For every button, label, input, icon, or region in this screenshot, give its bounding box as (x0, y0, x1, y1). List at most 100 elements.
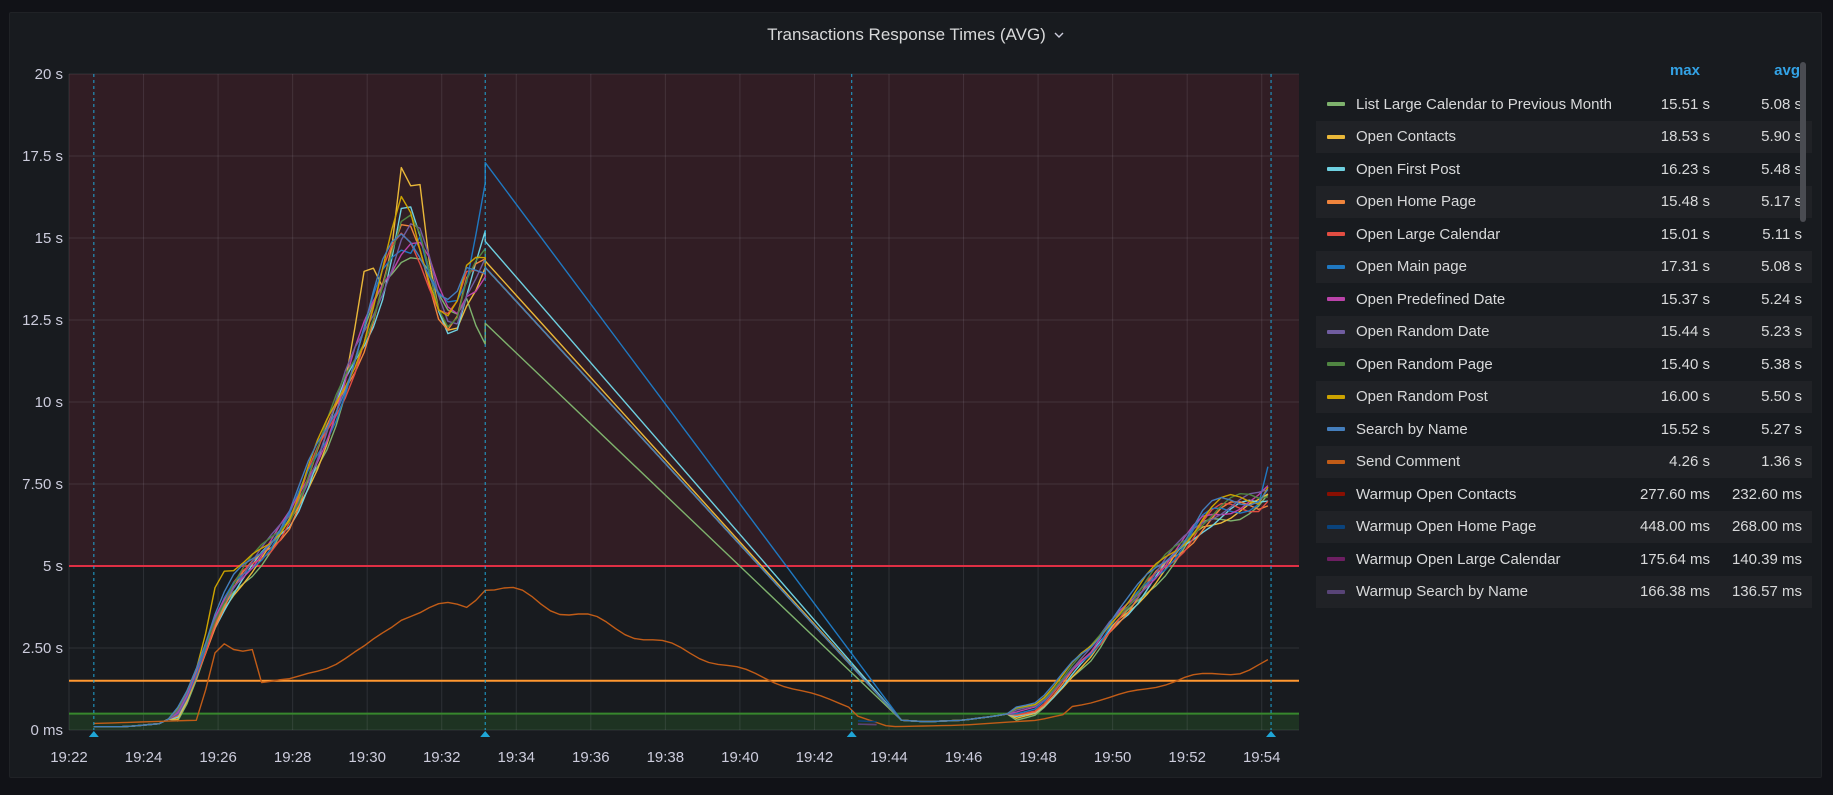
legend-item[interactable]: Send Comment 4.26 s 1.36 s (1316, 445, 1812, 478)
legend-avg-value: 5.48 s (1761, 160, 1802, 178)
legend-max-value: 15.40 s (1660, 355, 1710, 373)
legend-series-name[interactable]: Open Large Calendar (1356, 225, 1501, 243)
legend-color-swatch[interactable] (1327, 199, 1345, 204)
legend-series-name[interactable]: Open Contacts (1356, 128, 1457, 146)
legend-color-swatch[interactable] (1327, 232, 1345, 236)
threshold-region-ok (69, 713, 1299, 730)
panel-header[interactable]: Transactions Response Times (AVG) (10, 13, 1821, 57)
legend-color-swatch[interactable] (1327, 557, 1345, 561)
series-line[interactable] (857, 720, 877, 723)
legend-color-swatch[interactable] (1327, 167, 1345, 171)
legend-max-value: 166.38 ms (1639, 583, 1710, 601)
legend-item[interactable]: Warmup Open Home Page 448.00 ms 268.00 ms (1316, 510, 1812, 543)
legend-item[interactable]: Warmup Search by Name 166.38 ms 136.57 ms (1316, 575, 1812, 608)
legend-avg-column-header[interactable]: avg (1774, 62, 1800, 79)
legend-series-name[interactable]: Open First Post (1356, 160, 1461, 178)
x-tick-label: 19:24 (125, 749, 163, 766)
annotation-marker[interactable] (1266, 731, 1277, 737)
legend-series-name[interactable]: Open Random Date (1356, 323, 1490, 341)
legend-series-name[interactable]: Open Main page (1356, 258, 1467, 276)
y-tick-label: 2.50 s (22, 640, 63, 657)
legend-series-name[interactable]: Warmup Open Home Page (1356, 518, 1537, 536)
series-line[interactable] (93, 195, 1269, 728)
legend-avg-value: 5.50 s (1761, 388, 1802, 406)
legend-item[interactable]: Open Main page 17.31 s 5.08 s (1316, 250, 1812, 283)
x-tick-label: 19:54 (1243, 749, 1281, 766)
legend-series-name[interactable]: Warmup Open Contacts (1356, 485, 1517, 503)
legend-avg-value: 5.27 s (1761, 420, 1802, 438)
legend-item[interactable]: Open Predefined Date 15.37 s 5.24 s (1316, 283, 1812, 316)
legend-series-name[interactable]: Open Random Page (1356, 355, 1493, 373)
legend-color-swatch[interactable] (1327, 492, 1345, 496)
legend-series-name[interactable]: List Large Calendar to Previous Month (1356, 95, 1612, 113)
legend-color-swatch[interactable] (1327, 589, 1345, 594)
legend-series-name[interactable]: Warmup Open Large Calendar (1356, 550, 1561, 568)
x-tick-label: 19:30 (348, 749, 386, 766)
legend-series-name[interactable]: Search by Name (1356, 420, 1468, 438)
x-tick-label: 19:50 (1094, 749, 1132, 766)
legend-color-swatch[interactable] (1327, 427, 1345, 431)
legend-item[interactable]: Open Contacts 18.53 s 5.90 s (1316, 120, 1812, 153)
legend-avg-value: 5.17 s (1761, 193, 1802, 211)
x-tick-label: 19:42 (796, 749, 834, 766)
legend-color-swatch[interactable] (1327, 362, 1345, 366)
legend-avg-value: 268.00 ms (1731, 518, 1802, 536)
x-tick-label: 19:46 (945, 749, 983, 766)
legend-series-name[interactable]: Send Comment (1356, 453, 1461, 471)
x-tick-label: 19:44 (870, 749, 908, 766)
x-tick-label: 19:34 (497, 749, 535, 766)
legend-item[interactable]: Warmup Open Contacts 277.60 ms 232.60 ms (1316, 478, 1812, 511)
x-tick-label: 19:36 (572, 749, 610, 766)
legend-max-value: 15.48 s (1660, 193, 1710, 211)
legend-item[interactable]: Open First Post 16.23 s 5.48 s (1316, 153, 1812, 186)
legend-avg-value: 136.57 ms (1731, 583, 1802, 601)
series-line[interactable] (93, 586, 1269, 728)
legend-color-swatch[interactable] (1327, 297, 1345, 301)
annotation-marker[interactable] (846, 731, 857, 737)
series-line[interactable] (857, 723, 877, 726)
x-tick-label: 19:38 (647, 749, 685, 766)
legend-color-swatch[interactable] (1327, 134, 1345, 139)
legend-color-swatch[interactable] (1327, 524, 1345, 529)
panel-title[interactable]: Transactions Response Times (AVG) (767, 25, 1046, 44)
legend-color-swatch[interactable] (1327, 264, 1345, 269)
legend-max-column-header[interactable]: max (1669, 62, 1700, 79)
legend-series-name[interactable]: Open Home Page (1356, 193, 1477, 211)
legend-color-swatch[interactable] (1327, 102, 1345, 106)
legend-avg-value: 5.90 s (1761, 128, 1802, 146)
legend-item[interactable]: Open Home Page 15.48 s 5.17 s (1316, 185, 1812, 218)
legend-item[interactable]: Open Random Post 16.00 s 5.50 s (1316, 380, 1812, 413)
annotation-marker[interactable] (480, 731, 491, 737)
legend-avg-value: 1.36 s (1761, 453, 1802, 471)
legend-item[interactable]: List Large Calendar to Previous Month 15.… (1316, 88, 1812, 121)
legend-max-value: 18.53 s (1660, 128, 1710, 146)
x-tick-label: 19:28 (274, 749, 312, 766)
legend-avg-value: 5.08 s (1761, 258, 1802, 276)
legend-color-swatch[interactable] (1327, 459, 1345, 464)
y-tick-label: 15 s (35, 230, 63, 247)
x-tick-label: 19:22 (50, 749, 88, 766)
annotation-marker[interactable] (88, 731, 99, 737)
legend-series-name[interactable]: Open Predefined Date (1356, 290, 1506, 308)
legend-avg-value: 5.23 s (1761, 323, 1802, 341)
legend-max-value: 15.44 s (1660, 323, 1710, 341)
legend-series-name[interactable]: Warmup Search by Name (1356, 583, 1529, 601)
legend-max-value: 17.31 s (1660, 258, 1710, 276)
legend-max-value: 448.00 ms (1639, 518, 1710, 536)
legend-series-name[interactable]: Open Random Post (1356, 388, 1488, 406)
legend-color-swatch[interactable] (1327, 394, 1345, 399)
legend-avg-value: 232.60 ms (1731, 485, 1802, 503)
legend-item[interactable]: Open Random Date 15.44 s 5.23 s (1316, 315, 1812, 348)
legend-scrollbar[interactable] (1800, 62, 1806, 222)
legend-item[interactable]: Open Random Page 15.40 s 5.38 s (1316, 348, 1812, 381)
legend-item[interactable]: Warmup Open Large Calendar 175.64 ms 140.3… (1316, 543, 1812, 576)
y-tick-label: 12.5 s (22, 312, 63, 329)
legend-item[interactable]: Search by Name 15.52 s 5.27 s (1316, 413, 1812, 446)
x-tick-label: 19:32 (423, 749, 461, 766)
legend-color-swatch[interactable] (1327, 329, 1345, 334)
legend: max avg List Large Calendar to Previous … (1316, 62, 1812, 608)
chevron-down-icon[interactable] (1054, 30, 1064, 40)
legend-avg-value: 140.39 ms (1731, 550, 1802, 568)
legend-item[interactable]: Open Large Calendar 15.01 s 5.11 s (1316, 218, 1812, 251)
